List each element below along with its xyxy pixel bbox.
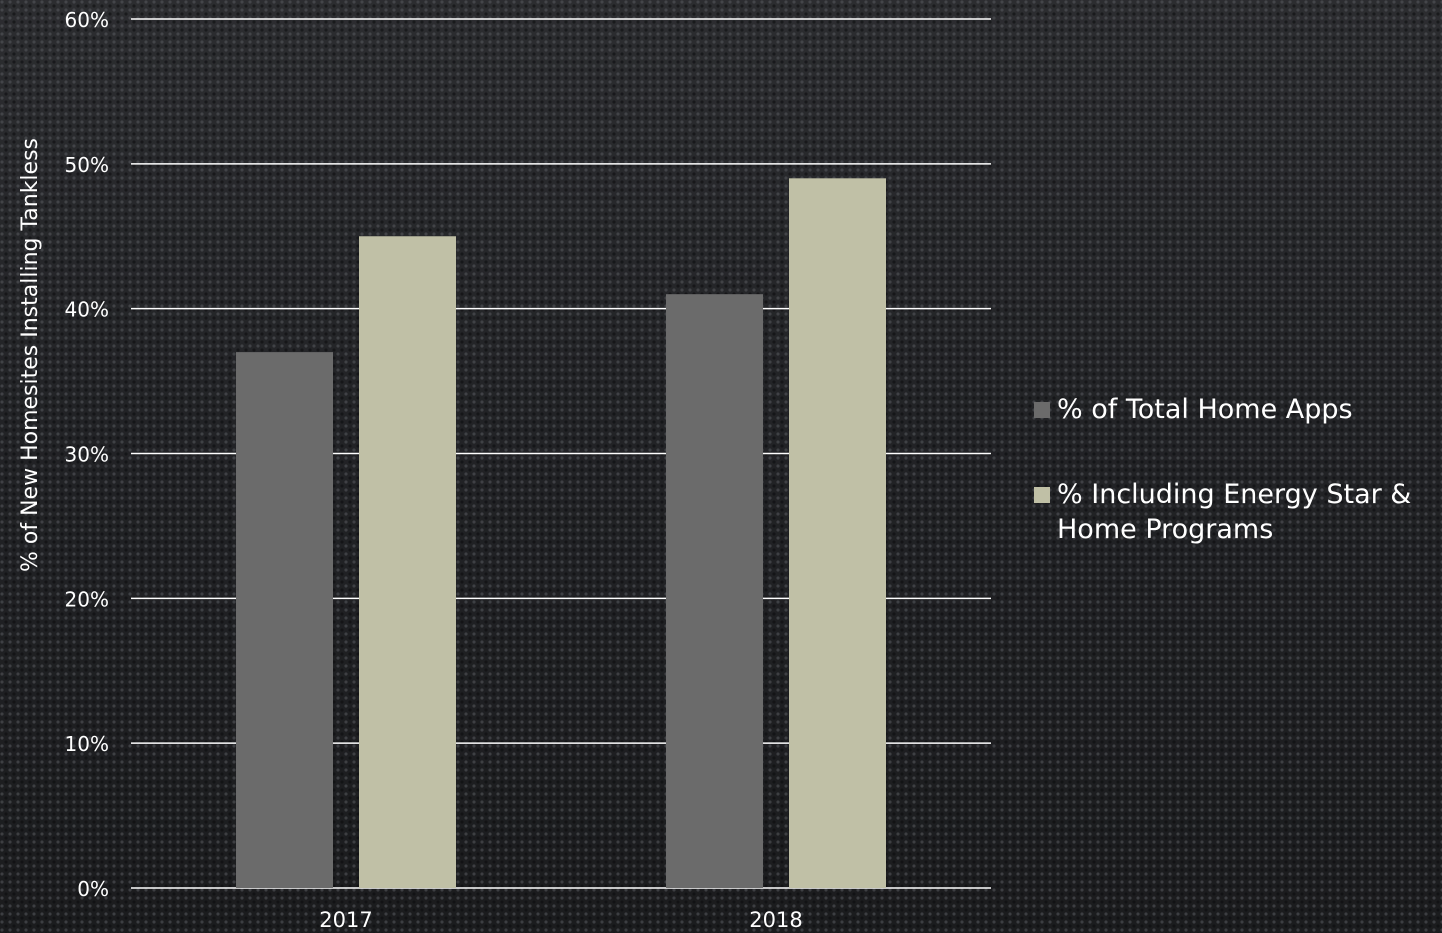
y-tick-label: 10% bbox=[65, 732, 109, 756]
legend-label: % Including Energy Star & Home Programs bbox=[1057, 479, 1412, 545]
legend-swatch bbox=[1034, 487, 1050, 503]
y-tick-label: 20% bbox=[65, 587, 109, 611]
bar bbox=[789, 178, 886, 889]
legend-swatch bbox=[1034, 402, 1050, 418]
y-axis-label: % of New Homesites Installing Tankless bbox=[18, 138, 43, 572]
y-tick-label: 60% bbox=[65, 8, 109, 32]
bar bbox=[236, 352, 333, 888]
x-tick-label: 2018 bbox=[749, 908, 802, 932]
y-tick-label: 30% bbox=[65, 443, 109, 467]
legend-item: % Including Energy Star & Home Programs bbox=[1034, 477, 1434, 547]
legend-label: % of Total Home Apps bbox=[1057, 394, 1353, 425]
x-tick-label: 2017 bbox=[319, 908, 372, 932]
bar bbox=[666, 294, 763, 888]
x-axis-ticks: 2017 2018 bbox=[319, 908, 802, 932]
y-tick-label: 0% bbox=[77, 877, 109, 901]
y-tick-label: 50% bbox=[65, 153, 109, 177]
legend-item: % of Total Home Apps bbox=[1034, 392, 1434, 427]
y-axis-ticks: 0% 10% 20% 30% 40% 50% 60% bbox=[65, 8, 109, 901]
legend: % of Total Home Apps % Including Energy … bbox=[1034, 392, 1434, 547]
bar bbox=[359, 236, 456, 888]
y-tick-label: 40% bbox=[65, 298, 109, 322]
bars bbox=[236, 178, 886, 889]
